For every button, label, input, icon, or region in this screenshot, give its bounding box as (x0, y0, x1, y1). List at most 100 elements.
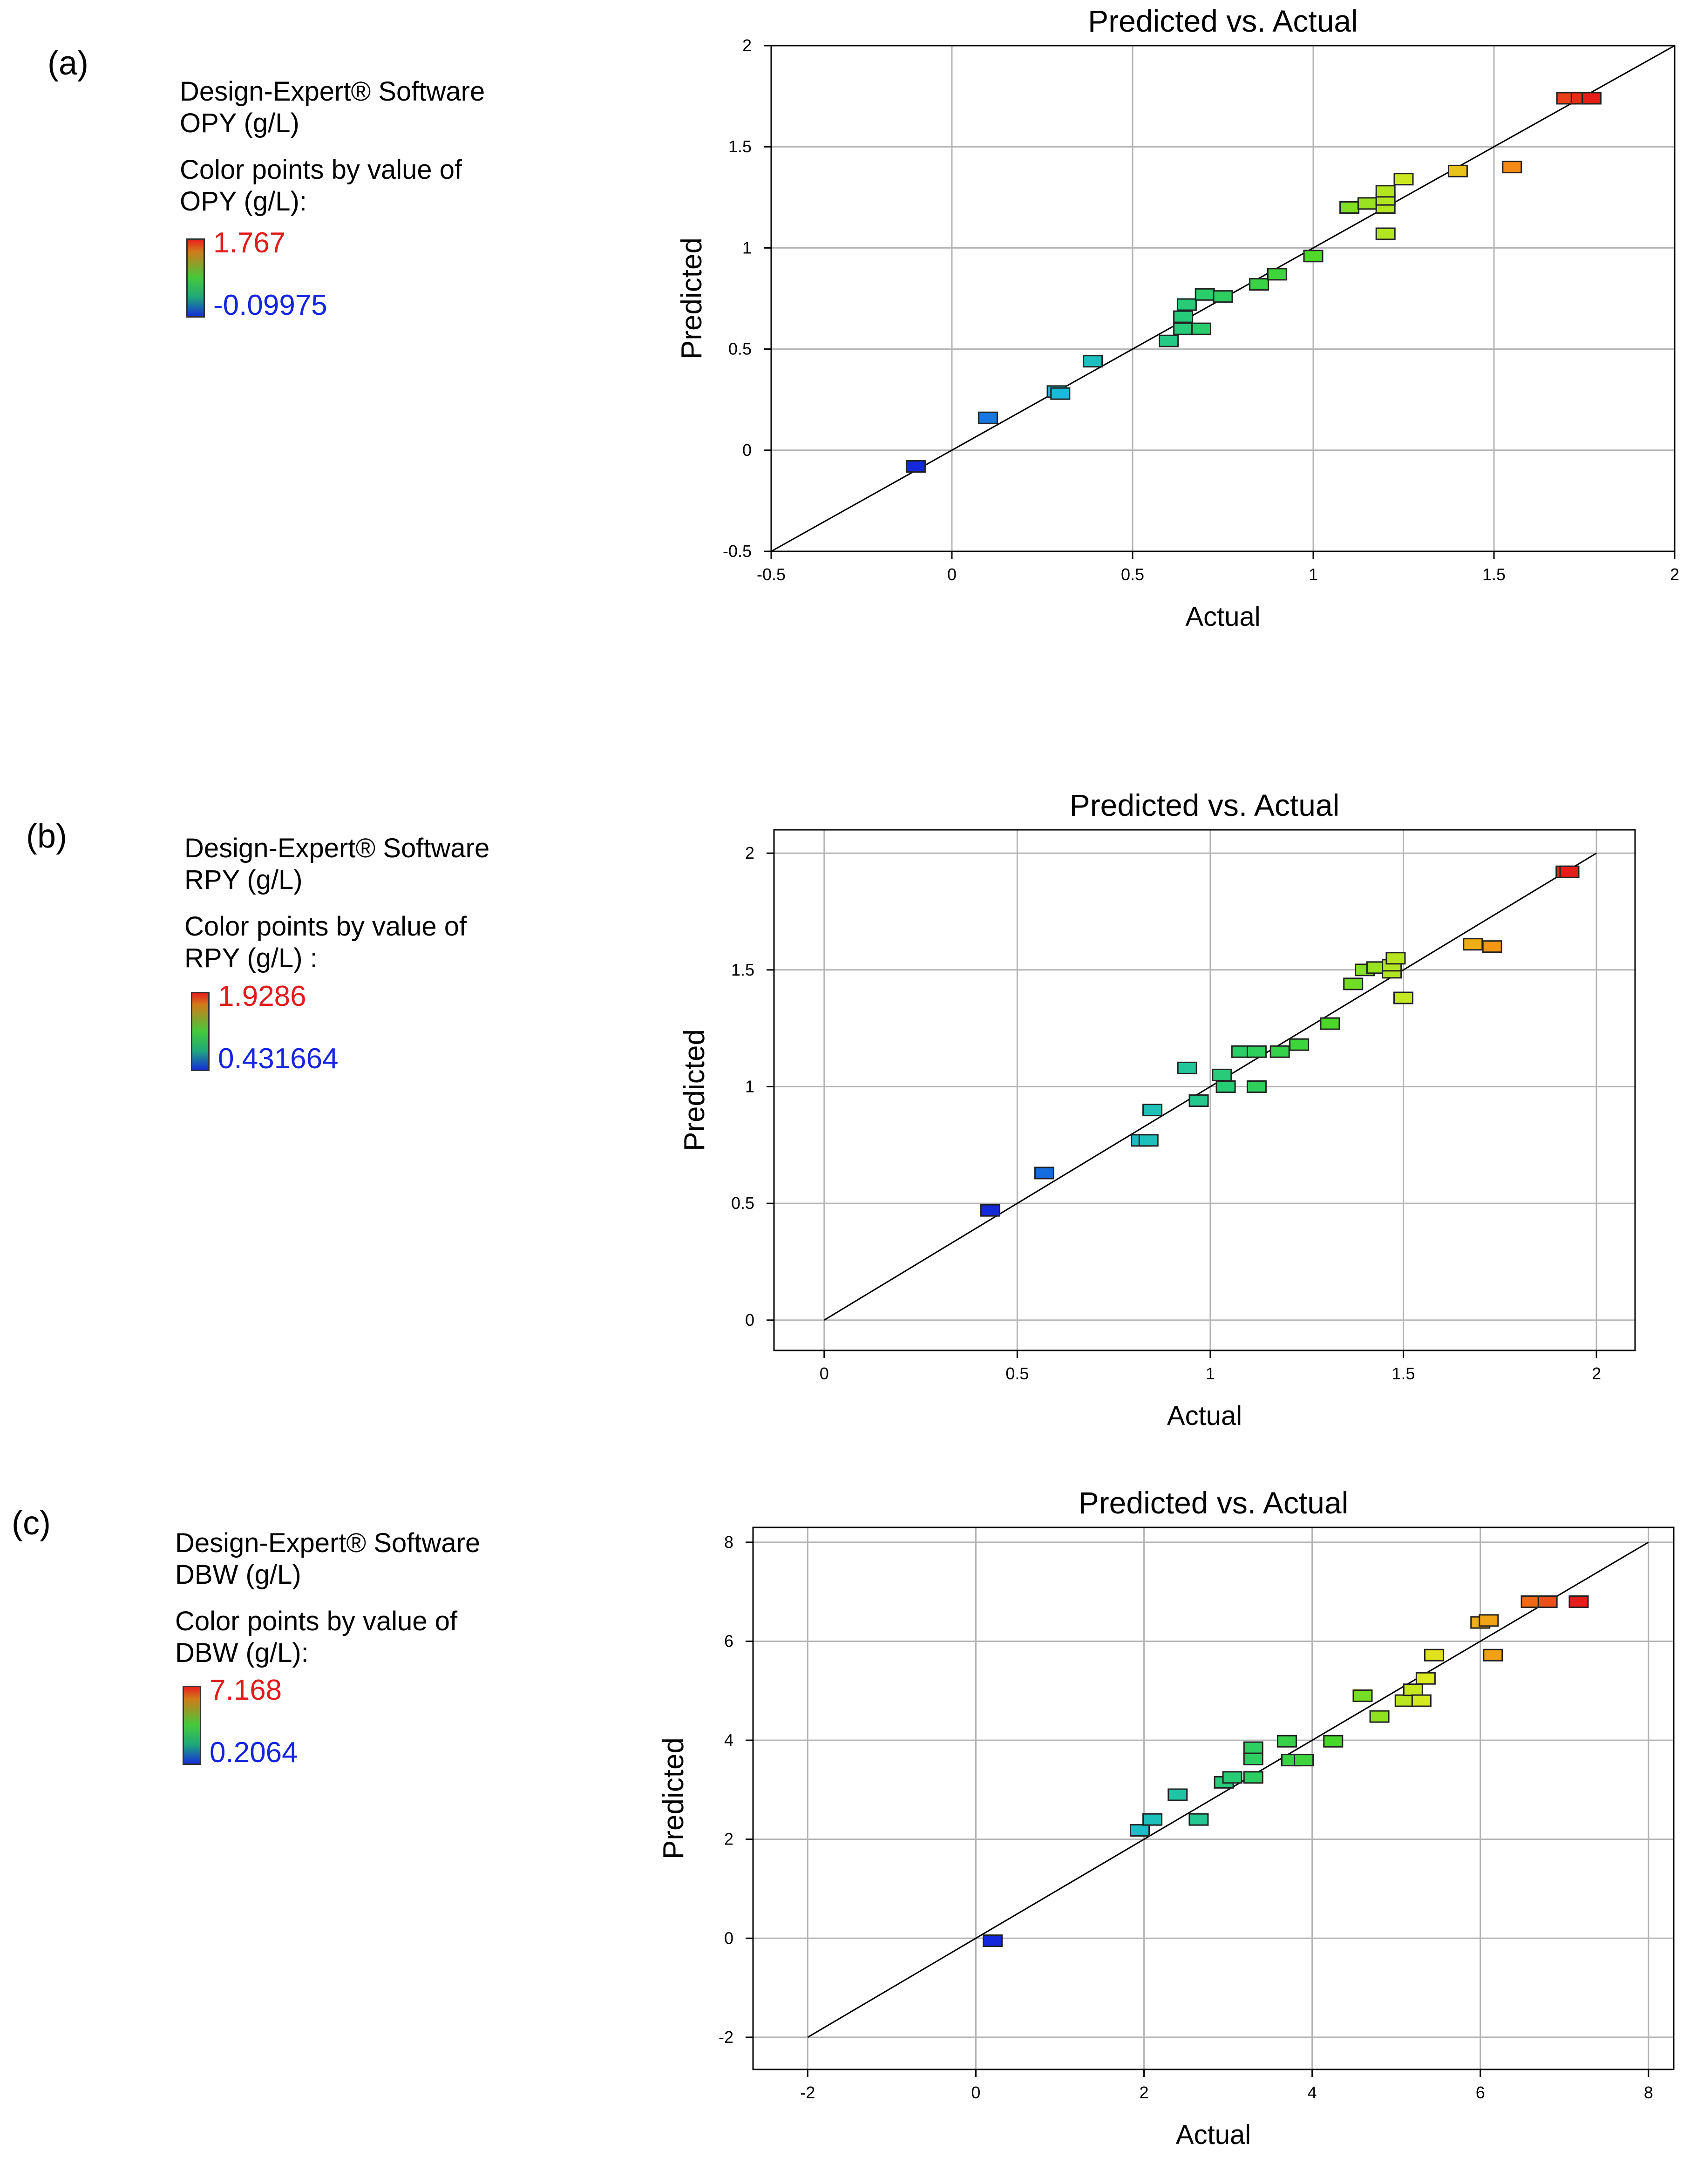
chart-title: Predicted vs. Actual (1070, 788, 1340, 822)
y-tick-label: 1.5 (728, 137, 752, 156)
chart-title: Predicted vs. Actual (1079, 1485, 1349, 1520)
data-point (980, 1204, 1000, 1217)
x-tick-label: 8 (1644, 2083, 1653, 2102)
x-tick-label: 1 (1309, 565, 1318, 584)
x-axis-label: Actual (1176, 2120, 1251, 2150)
plot-frame (752, 1526, 1675, 2070)
color-by-label: Color points by value of (184, 911, 467, 942)
data-point (1188, 1813, 1209, 1826)
y-axis-label: Predicted (658, 1737, 690, 1859)
data-point (1403, 1683, 1423, 1696)
data-point (1195, 288, 1215, 301)
data-point (1568, 1595, 1589, 1608)
data-point (1415, 1672, 1436, 1685)
info-block-b: Design-Expert® Software RPY (g/L) Color … (184, 833, 489, 974)
data-point (1369, 1710, 1390, 1723)
data-point (1276, 1735, 1297, 1748)
data-point (1138, 1134, 1159, 1147)
panel-label-c: (c) (12, 1505, 51, 1542)
y-tick-label: 8 (724, 1533, 733, 1552)
data-point (1521, 1595, 1541, 1608)
legend-min-value: 0.431664 (218, 1043, 339, 1075)
plot-frame (773, 829, 1636, 1351)
legend-max-value: 1.767 (213, 227, 286, 259)
data-point (1424, 1648, 1444, 1662)
legend-max-value: 1.9286 (218, 980, 306, 1012)
data-point (1375, 185, 1396, 198)
panel-label-b: (b) (26, 818, 67, 855)
x-tick-label: 0.5 (1005, 1364, 1029, 1383)
data-point (1303, 250, 1324, 263)
data-point (1173, 322, 1194, 335)
data-point (1246, 1045, 1267, 1058)
x-axis-label: Actual (1167, 1401, 1242, 1431)
y-tick-label: 1 (745, 1077, 754, 1096)
data-point (1582, 92, 1602, 105)
data-point (1375, 227, 1396, 240)
data-point (1034, 1167, 1054, 1180)
color-by-label: Color points by value of (175, 1606, 458, 1636)
data-point (1222, 1771, 1242, 1784)
y-tick-label: 2 (724, 1830, 733, 1849)
x-tick-label: 4 (1308, 2083, 1317, 2102)
y-tick-label: 4 (724, 1730, 733, 1750)
data-point (1168, 1788, 1188, 1801)
x-tick-label: -2 (800, 2083, 815, 2102)
data-point (1176, 298, 1197, 311)
data-point (1294, 1754, 1314, 1767)
y-tick-label: 0 (742, 441, 752, 460)
data-point (1050, 387, 1071, 400)
y-tick-label: 0.5 (728, 339, 752, 359)
panel-c: (c) Design-Expert® Software DBW (g/L) Co… (0, 1485, 1697, 2184)
color-by-variable: OPY (g/L): (180, 186, 307, 217)
data-point (1320, 1017, 1340, 1030)
y-tick-label: -2 (719, 2028, 733, 2047)
data-point (1142, 1104, 1163, 1117)
data-point (983, 1934, 1003, 1947)
legend-max-value: 7.168 (210, 1674, 282, 1706)
y-tick-label: 0.5 (731, 1194, 754, 1213)
data-point (1479, 1614, 1499, 1627)
data-point (1130, 1824, 1150, 1837)
y-tick-label: 0 (724, 1928, 733, 1947)
data-point (1191, 322, 1211, 335)
y-tick-label: 2 (745, 843, 754, 862)
software-name: Design-Expert® Software (180, 76, 485, 107)
data-point (1249, 278, 1269, 291)
data-point (1385, 952, 1406, 965)
y-axis-label: Predicted (679, 1029, 711, 1151)
data-point (1411, 1694, 1432, 1707)
color-by-variable: DBW (g/L): (175, 1638, 309, 1668)
legend-min-value: -0.09975 (213, 289, 327, 321)
reference-line (807, 1541, 1649, 2038)
y-tick-label: 2 (742, 36, 752, 55)
x-tick-label: 0 (971, 2083, 980, 2102)
info-block-c: Design-Expert® Software DBW (g/L) Color … (175, 1527, 480, 1669)
x-tick-label: 2 (1140, 2083, 1149, 2102)
x-tick-label: -0.5 (757, 565, 786, 584)
color-scale-bar (183, 1686, 201, 1765)
data-point (1339, 201, 1360, 214)
data-point (905, 460, 926, 473)
response-name: RPY (g/L) (184, 865, 303, 895)
software-name: Design-Expert® Software (184, 833, 490, 863)
data-point (1502, 161, 1522, 174)
x-tick-label: 6 (1476, 2083, 1485, 2102)
x-tick-label: 0.5 (1121, 565, 1144, 584)
data-point (1269, 1045, 1290, 1058)
data-point (1537, 1595, 1558, 1608)
x-tick-label: 1 (1206, 1364, 1215, 1383)
plot-frame (770, 45, 1676, 552)
data-point (1177, 1061, 1197, 1074)
data-point (1482, 940, 1502, 953)
reference-line (824, 852, 1597, 1321)
y-tick-label: -0.5 (723, 542, 752, 561)
y-axis-label: Predicted (676, 237, 708, 359)
color-by-variable: RPY (g/L) : (184, 943, 318, 973)
x-axis-label: Actual (1185, 602, 1260, 632)
data-point (1289, 1038, 1310, 1051)
panel-b: (b) Design-Expert® Software RPY (g/L) Co… (0, 787, 1697, 1458)
y-tick-label: 6 (724, 1631, 733, 1650)
data-point (1394, 1694, 1415, 1707)
response-name: DBW (g/L) (175, 1560, 301, 1590)
